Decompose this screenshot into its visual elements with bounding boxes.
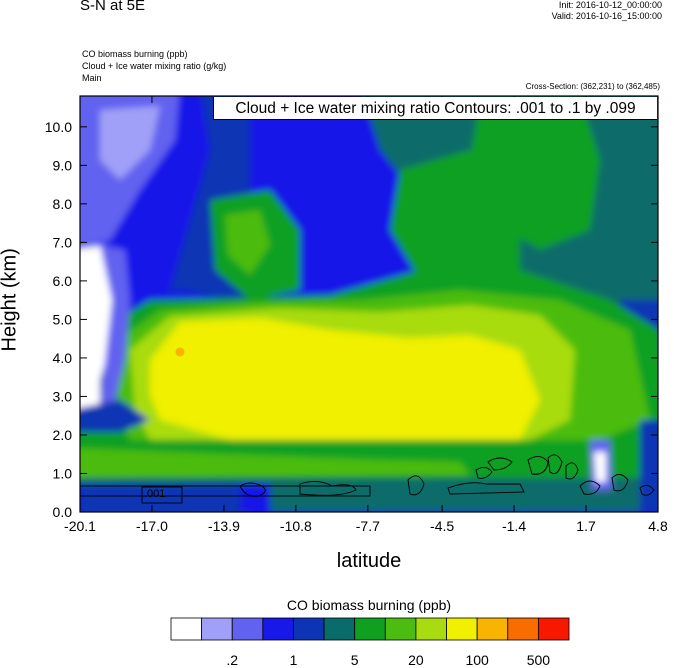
- colorbar-swatch: [170, 617, 203, 641]
- valid-time: Valid: 2016-10-16_15:00:00: [551, 11, 662, 21]
- field-label-cloud: Cloud + Ice water mixing ratio (g/kg): [82, 61, 227, 71]
- colorbar-tick-label: 100: [465, 652, 489, 668]
- x-tick-label: -1.4: [502, 518, 526, 534]
- colorbar-swatch: [537, 617, 570, 641]
- y-axis-title: Height (km): [0, 248, 21, 352]
- x-tick-label: -20.1: [64, 518, 96, 534]
- cloud-contour: [80, 485, 371, 497]
- colorbar-tick-label: 5: [351, 652, 359, 668]
- plume-max: [175, 347, 185, 357]
- co-field: [80, 96, 658, 512]
- field-plume-core: [150, 318, 540, 468]
- cloud-contour: [527, 456, 549, 475]
- colorbar-swatch: [507, 617, 539, 641]
- field-label-co: CO biomass burning (ppb): [82, 49, 188, 59]
- init-time: Init: 2016-10-12_00:00:00: [558, 0, 662, 10]
- field-clean-pocket-edge: [100, 245, 130, 420]
- colorbar-swatch: [476, 617, 509, 641]
- field-boundary-yellow-green: [80, 448, 470, 478]
- x-tick-label: -4.5: [430, 518, 454, 534]
- contour-annotation: Cloud + Ice water mixing ratio Contours:…: [213, 97, 657, 120]
- field-mid-column-light: [225, 210, 270, 275]
- y-tick-label: 10.0: [45, 119, 72, 135]
- colorbar-swatch: [446, 617, 478, 641]
- colorbar-tick-label: 1: [290, 652, 298, 668]
- colorbar-swatch: [415, 617, 447, 641]
- y-tick-label: 3.0: [53, 388, 73, 404]
- colorbar-title: CO biomass burning (ppb): [286, 597, 452, 613]
- y-tick-label: 0.0: [53, 504, 73, 520]
- field-east-white-column: [594, 452, 606, 482]
- colorbar-swatch: [201, 617, 233, 641]
- y-tick-label: 2.0: [53, 427, 73, 443]
- colorbar-swatch: [354, 617, 386, 641]
- cloud-contour: [611, 474, 629, 492]
- cloud-contour: [547, 454, 563, 475]
- cloud-contour: [447, 482, 525, 495]
- field-upper-green-column: [390, 150, 520, 300]
- colorbar-swatch: [293, 617, 325, 641]
- cloud-contour: [239, 482, 266, 497]
- x-tick-label: -10.8: [280, 518, 312, 534]
- y-tick-label: 1.0: [53, 465, 73, 481]
- colorbar: .2 1 5 20 100 500: [170, 617, 570, 668]
- plot-frame: [79, 95, 659, 513]
- x-tick-label: -17.0: [136, 518, 168, 534]
- x-tick-label: 1.7: [576, 518, 596, 534]
- colorbar-tick-label: .2: [226, 652, 238, 668]
- field-label-main: Main: [82, 73, 102, 83]
- x-tick-label: 4.8: [648, 518, 668, 534]
- colorbar-swatch: [323, 617, 356, 641]
- y-tick-label: 7.0: [53, 234, 73, 250]
- colorbar-swatch: [384, 617, 417, 641]
- y-axis: 0.0 1.0 2.0 3.0 4.0 5.0 6.0 7.0 8.0 9.0 10.0: [45, 119, 658, 520]
- cloud-contour: [141, 486, 183, 504]
- page-title: S-N at 5E: [80, 0, 146, 14]
- y-tick-label: 4.0: [53, 350, 73, 366]
- field-east-edge-blue: [640, 420, 658, 512]
- cloud-contour: [487, 457, 513, 471]
- colorbar-tick-label: 500: [527, 652, 551, 668]
- cloud-contours: [80, 454, 655, 504]
- colorbar-tick-label: 20: [408, 652, 424, 668]
- y-tick-label: 6.0: [53, 273, 73, 289]
- cross-section-label: Cross-Section: (362,231) to (362,485): [525, 82, 660, 91]
- y-tick-label: 8.0: [53, 196, 73, 212]
- x-tick-label: -7.7: [356, 518, 380, 534]
- field-surface-west-strip: [80, 484, 240, 512]
- contour-label: .001: [144, 488, 166, 500]
- x-tick-label: -13.9: [208, 518, 240, 534]
- colorbar-swatch: [262, 617, 294, 641]
- field-upper-west-light: [100, 106, 160, 180]
- cloud-contour: [407, 475, 425, 496]
- field-lower-west-blue: [80, 400, 150, 432]
- y-tick-label: 5.0: [53, 311, 73, 327]
- cloud-contour: [475, 467, 493, 479]
- y-tick-label: 9.0: [53, 157, 73, 173]
- cloud-contour: [639, 485, 655, 496]
- cloud-contour: [579, 480, 601, 495]
- cloud-contour: [565, 462, 579, 480]
- x-axis-title: latitude: [336, 550, 402, 572]
- cloud-contour: [299, 481, 357, 496]
- colorbar-swatch: [231, 617, 264, 641]
- x-axis: -20.1 -17.0 -13.9 -10.8 -7.7 -4.5 -1.4 1.7 4.8: [64, 96, 668, 534]
